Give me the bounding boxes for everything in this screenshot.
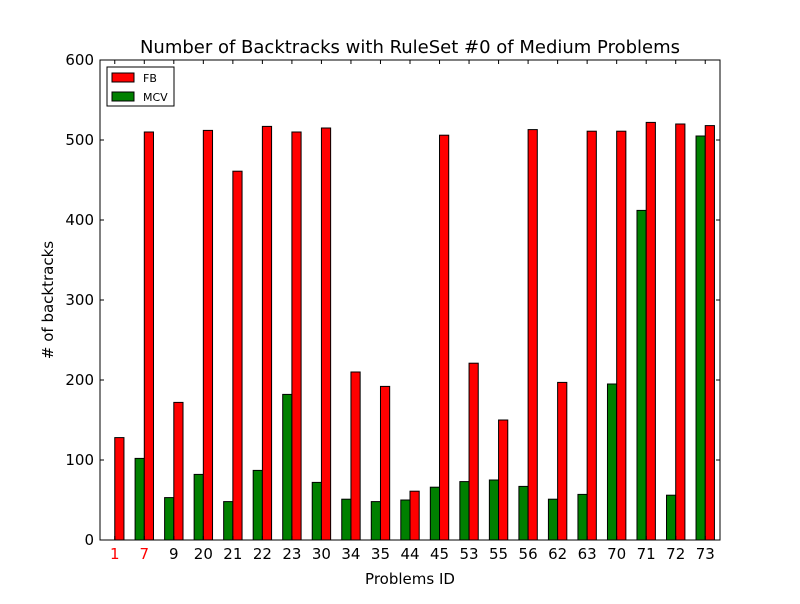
bar-fb-72 — [675, 123, 686, 541]
bar-fb-30 — [320, 127, 332, 541]
legend-label-fb: FB — [143, 72, 157, 85]
bar-fb-34 — [350, 371, 361, 541]
bar-fb-35 — [379, 385, 391, 541]
bar-mcv-21 — [223, 501, 234, 541]
bar-fb-22 — [261, 125, 273, 541]
bar-mcv-23 — [282, 393, 293, 541]
x-tick-label-70: 70 — [607, 545, 626, 563]
bar-mcv-7 — [134, 457, 145, 541]
x-tick-label-63: 63 — [578, 545, 597, 563]
bar-mcv-56 — [518, 485, 529, 541]
bar-mcv-62 — [547, 498, 559, 541]
bar-fb-20 — [202, 129, 214, 541]
bar-fb-63 — [586, 130, 597, 541]
x-tick-label-30: 30 — [312, 545, 331, 563]
bar-mcv-35 — [370, 501, 381, 541]
y-tick-label-200: 200 — [65, 371, 94, 389]
bar-mcv-20 — [193, 473, 204, 541]
ticks-layer: 0 100 200 300 400 500 600 1 7 9 20 21 22 23 30 34 35 44 45… — [65, 51, 720, 563]
y-tick-label-0: 0 — [84, 531, 94, 549]
x-tick-label-1: 1 — [110, 545, 120, 563]
y-tick-label-100: 100 — [65, 451, 94, 469]
x-tick-label-34: 34 — [341, 545, 360, 563]
x-tick-label-20: 20 — [194, 545, 213, 563]
legend: FB MCV — [106, 66, 175, 107]
x-tick-label-9: 9 — [169, 545, 179, 563]
y-tick-label-500: 500 — [65, 131, 94, 149]
bar-mcv-73 — [695, 135, 706, 541]
bar-fb-23 — [291, 131, 302, 541]
x-tick-label-55: 55 — [489, 545, 508, 563]
bar-fb-1 — [114, 437, 125, 541]
bar-mcv-30 — [311, 481, 322, 541]
x-tick-label-62: 62 — [548, 545, 567, 563]
x-tick-label-22: 22 — [253, 545, 272, 563]
bar-fb-44 — [409, 490, 420, 541]
x-tick-label-35: 35 — [371, 545, 390, 563]
plot-frame — [99, 59, 721, 541]
bar-mcv-44 — [400, 499, 411, 541]
bar-fb-45 — [439, 134, 450, 541]
bar-fb-7 — [143, 131, 154, 541]
bar-mcv-71 — [636, 209, 647, 541]
x-tick-label-72: 72 — [666, 545, 685, 563]
legend-swatch-mcv — [111, 91, 135, 102]
bar-mcv-63 — [577, 493, 588, 541]
x-tick-label-7: 7 — [140, 545, 150, 563]
bar-fb-53 — [468, 362, 479, 541]
bar-fb-73 — [704, 125, 715, 541]
bar-mcv-34 — [341, 498, 352, 541]
bar-mcv-70 — [606, 383, 618, 541]
x-tick-label-21: 21 — [223, 545, 242, 563]
bars-layer — [114, 121, 715, 541]
bar-fb-56 — [527, 129, 538, 541]
x-axis-label: Problems ID — [365, 570, 455, 588]
x-tick-label-73: 73 — [696, 545, 715, 563]
x-tick-label-56: 56 — [519, 545, 538, 563]
x-tick-label-71: 71 — [637, 545, 656, 563]
bar-fb-70 — [616, 130, 627, 541]
bar-mcv-53 — [459, 481, 470, 541]
bar-mcv-45 — [429, 486, 441, 541]
bar-mcv-22 — [252, 469, 263, 541]
bar-fb-62 — [557, 381, 568, 541]
y-tick-label-400: 400 — [65, 211, 94, 229]
legend-label-mcv: MCV — [143, 91, 168, 104]
bar-mcv-9 — [164, 497, 175, 541]
chart-title: Number of Backtracks with RuleSet #0 of … — [140, 37, 680, 58]
x-tick-label-23: 23 — [282, 545, 301, 563]
bar-fb-21 — [232, 170, 243, 541]
x-tick-label-44: 44 — [400, 545, 419, 563]
legend-swatch-fb — [111, 72, 135, 83]
bar-fb-9 — [173, 401, 184, 541]
y-tick-label-600: 600 — [65, 51, 94, 69]
x-tick-label-45: 45 — [430, 545, 449, 563]
bar-mcv-55 — [488, 479, 500, 541]
bar-mcv-72 — [666, 494, 677, 541]
y-tick-label-300: 300 — [65, 291, 94, 309]
bar-fb-55 — [498, 419, 509, 541]
bar-fb-71 — [645, 121, 656, 541]
x-tick-label-53: 53 — [460, 545, 479, 563]
y-axis-label: # of backtracks — [39, 241, 57, 359]
